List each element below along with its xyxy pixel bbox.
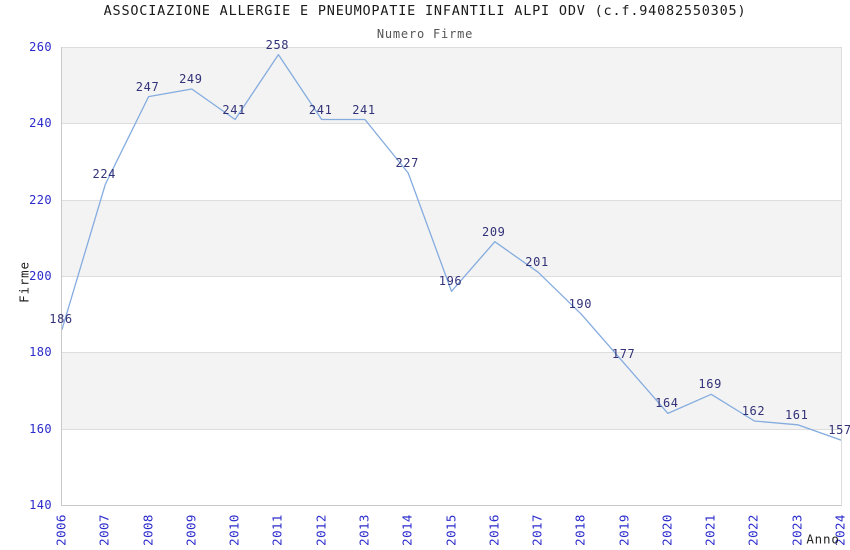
gridline [62,352,841,354]
plot-band [62,47,841,124]
x-tick-label: 2021 [702,514,718,546]
point-label: 209 [482,224,506,239]
plot-band [62,352,841,429]
x-tick-label: 2012 [313,514,329,546]
point-label: 201 [525,255,549,270]
gridline [62,47,841,48]
x-tick-label: 2020 [659,514,675,546]
x-tick-label: 2015 [443,514,458,546]
y-tick-label: 140 [29,498,52,512]
point-label: 190 [568,297,593,312]
line-series [62,53,841,441]
x-tick-label: 2023 [789,514,805,546]
point-label: 169 [698,377,722,392]
point-label: 241 [308,102,333,117]
point-label: 162 [741,404,766,419]
gridline [62,199,841,201]
x-tick-label: 2009 [183,514,199,546]
x-tick-label: 2006 [53,514,69,546]
chart-title: ASSOCIAZIONE ALLERGIE E PNEUMOPATIE INFA… [103,3,747,19]
x-tick-label: 2017 [529,514,545,546]
x-tick-label: 2022 [745,514,761,546]
x-tick-label: 2018 [572,514,588,546]
y-tick-label: 220 [29,192,52,207]
x-tick-label: 2014 [399,514,415,546]
y-axis-title: Firme [16,261,32,303]
point-label: 196 [438,274,463,289]
chart-subtitle: Numero Firme [376,27,474,41]
plot-band [62,276,841,353]
plot-area [61,47,842,506]
point-label: 164 [655,396,679,411]
point-label: 247 [135,79,160,94]
series-polyline [62,53,841,441]
point-label: 249 [179,71,203,86]
y-tick-label: 200 [29,269,52,283]
gridline [62,276,841,277]
x-tick-label: 2019 [616,514,632,546]
point-label: 161 [784,407,809,422]
point-label: 177 [611,346,636,361]
gridline [62,123,841,125]
y-tick-label: 240 [29,116,52,131]
point-label: 241 [222,102,246,117]
x-tick-label: 2007 [96,514,112,546]
y-tick-label: 180 [29,345,52,360]
x-tick-label: 2010 [226,514,242,546]
x-tick-label: 2013 [356,514,372,546]
gridline [62,428,841,430]
point-label: 241 [352,102,376,117]
point-label: 224 [92,167,117,182]
plot-band [62,428,841,505]
y-tick-label: 260 [29,40,52,54]
plot-band [62,199,841,276]
plot-band [62,123,841,200]
y-tick-label: 160 [29,421,52,436]
x-tick-label: 2008 [140,514,156,546]
x-tick-label: 2016 [486,514,502,546]
point-label: 227 [395,155,419,170]
point-label: 157 [828,423,850,438]
x-axis-title: Anno [806,531,840,547]
x-tick-label: 2011 [269,514,285,546]
point-label: 258 [265,37,290,52]
point-label: 186 [49,312,73,327]
